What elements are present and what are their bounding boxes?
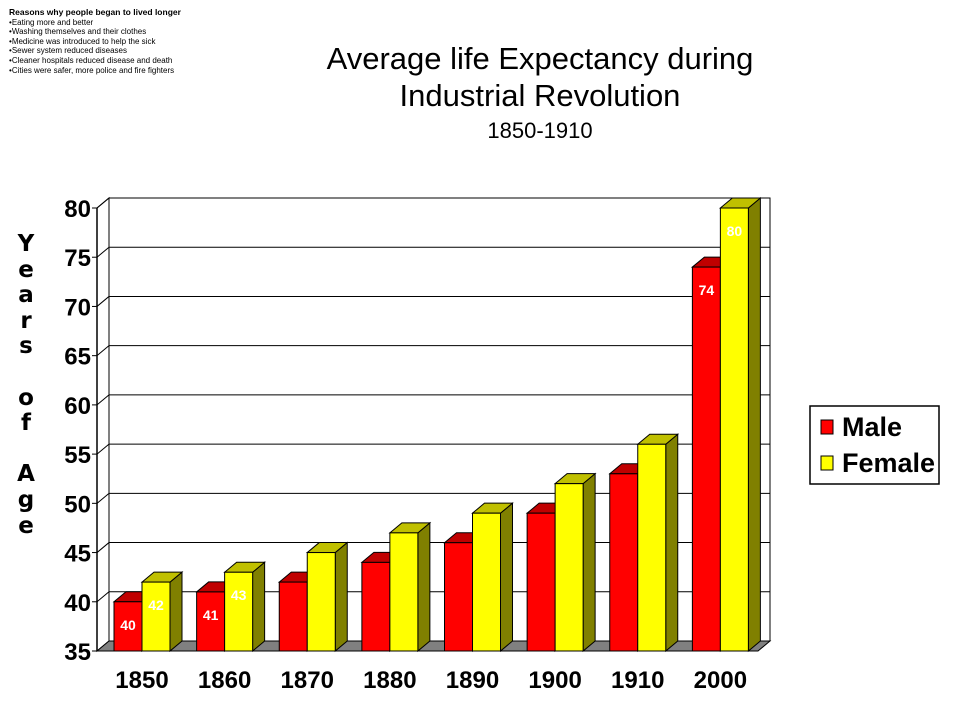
bar-group <box>636 433 680 653</box>
legend: Male Female <box>809 405 940 485</box>
chart-title-line2: Industrial Revolution <box>399 78 681 113</box>
notes-list: Eating more and better Washing themselve… <box>9 18 269 76</box>
y-tick-label: 80 <box>64 196 91 223</box>
chart-title: Average life Expectancy during Industria… <box>240 40 840 148</box>
bar-female <box>141 581 171 652</box>
bar-female <box>719 207 749 652</box>
y-axis-label-letter: a <box>18 282 34 309</box>
gridline-side <box>96 492 110 504</box>
y-tick-label: 60 <box>64 393 91 420</box>
notes-item: Washing themselves and their clothes <box>9 27 269 37</box>
bar-side <box>500 502 513 653</box>
x-tick-label: 1880 <box>363 667 416 694</box>
gridline-side <box>96 542 110 553</box>
x-tick-label: 1850 <box>115 667 168 694</box>
y-tick-label: 45 <box>64 541 91 568</box>
gridline-side <box>96 443 110 455</box>
y-tick-label: 50 <box>64 491 91 518</box>
legend-swatch <box>820 419 834 435</box>
data-label: 43 <box>231 587 247 603</box>
notes-item: Medicine was introduced to help the sick <box>9 37 269 47</box>
bar-male <box>609 473 639 652</box>
notes-item: Sewer system reduced diseases <box>9 46 269 56</box>
bar-side <box>169 571 183 653</box>
y-axis-label-letter: Y <box>17 231 35 257</box>
notes-box: Reasons why people began to lived longer… <box>9 7 269 76</box>
bar-female <box>472 512 501 652</box>
gridline-side <box>96 197 110 209</box>
notes-heading: Reasons why people began to lived longer <box>9 7 181 17</box>
y-axis-label-letter: r <box>20 307 32 334</box>
legend-swatch <box>820 455 834 471</box>
legend-label: Male <box>842 412 902 442</box>
bar-side <box>582 472 596 653</box>
bar-group <box>388 521 432 653</box>
notes-item: Cities were safer, more police and fire … <box>9 66 269 76</box>
y-tick-label: 65 <box>64 344 91 371</box>
y-tick-label: 75 <box>64 245 91 272</box>
bar-male <box>361 561 391 652</box>
legend-box <box>809 405 940 485</box>
y-axis-label-letter: f <box>20 410 31 437</box>
bar-side <box>252 561 266 653</box>
y-axis-label-letter: e <box>18 512 34 539</box>
y-tick-label: 55 <box>64 442 91 469</box>
bar-female <box>224 571 254 652</box>
chart-title-line1: Average life Expectancy during <box>326 41 754 76</box>
gridline-side <box>96 246 110 258</box>
bar-male <box>444 542 473 652</box>
bar-male <box>691 266 721 652</box>
gridline-side <box>96 296 110 307</box>
bar-male <box>113 601 143 652</box>
x-tick-label: 1910 <box>611 667 664 694</box>
bar-male <box>196 591 226 652</box>
plot-side-wall <box>96 196 110 653</box>
gridline-side <box>96 394 110 406</box>
bar-group: 42 <box>140 571 184 653</box>
gridline-side <box>96 345 110 357</box>
bar-side <box>665 433 679 653</box>
y-axis-label-letter: g <box>17 486 35 513</box>
gridline-side <box>96 591 110 603</box>
data-label: 80 <box>727 223 743 239</box>
bar-male <box>526 512 556 652</box>
notes-item: Eating more and better <box>9 18 269 28</box>
y-axis-label-letter: e <box>18 256 34 283</box>
bar-male <box>278 581 308 652</box>
bar-female <box>389 532 419 652</box>
notes-item: Cleaner hospitals reduced disease and de… <box>9 56 269 66</box>
y-axis-label-letter: o <box>18 384 34 411</box>
bar-group <box>305 541 349 653</box>
y-tick-label: 70 <box>64 294 91 321</box>
bar-group <box>471 502 514 653</box>
y-tick-label: 40 <box>64 590 91 617</box>
y-axis-label-letter: A <box>17 461 35 488</box>
data-label: 40 <box>120 617 136 633</box>
x-tick-label: 2000 <box>694 667 747 694</box>
x-tick-label: 1860 <box>198 667 251 694</box>
y-tick-label: 35 <box>64 639 91 666</box>
bar-side <box>417 521 431 653</box>
chart-subtitle: 1850-1910 <box>487 118 593 143</box>
legend-label: Female <box>842 448 935 478</box>
bar-group: 43 <box>223 561 267 653</box>
data-label: 41 <box>203 607 219 623</box>
x-tick-label: 1870 <box>281 667 334 694</box>
y-axis-label-letter: s <box>19 333 33 360</box>
data-label: 42 <box>148 597 164 613</box>
bar-female <box>306 552 336 652</box>
data-label: 74 <box>699 282 715 298</box>
bar-female <box>554 483 584 652</box>
bar-side <box>747 196 761 653</box>
bar-side <box>334 541 348 653</box>
bar-group <box>553 472 597 653</box>
x-tick-label: 1890 <box>446 667 499 694</box>
bar-group: 80 <box>718 196 762 653</box>
x-tick-label: 1900 <box>528 667 581 694</box>
bar-female <box>637 443 667 652</box>
